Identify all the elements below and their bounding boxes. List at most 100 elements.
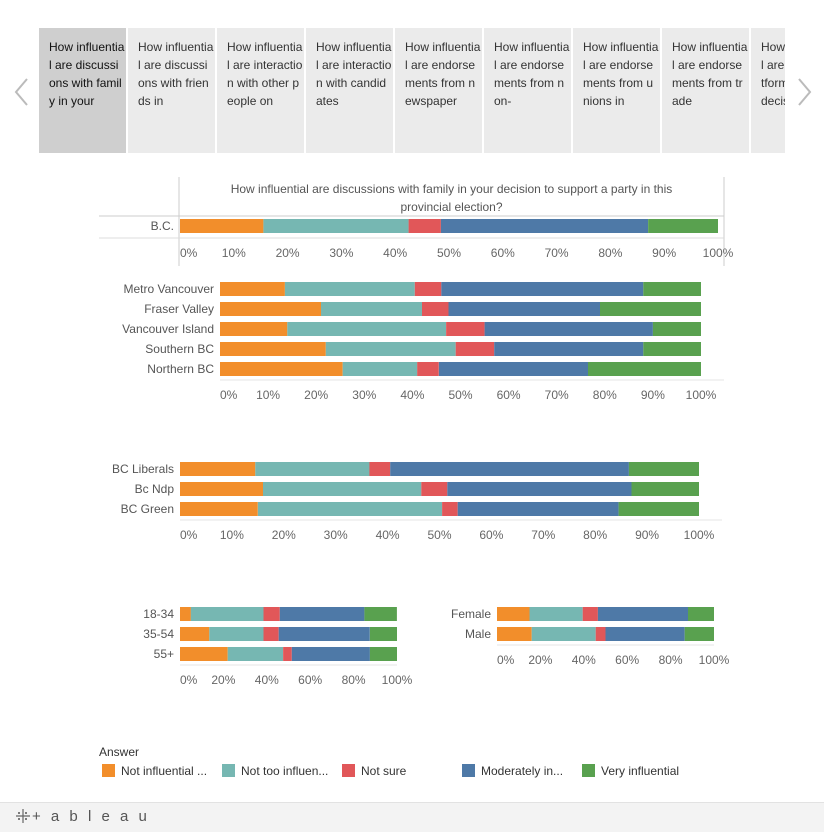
tab-question-7[interactable]: How influential are endorsements from un… xyxy=(573,28,660,153)
category-label: Female xyxy=(451,607,491,621)
legend-item-not-sure[interactable]: Not sure xyxy=(342,764,406,780)
tab-label: How influential are interaction with oth… xyxy=(227,40,303,108)
bar-segment xyxy=(447,482,632,496)
bar-segment xyxy=(582,607,598,621)
x-tick-label: 100% xyxy=(382,673,413,687)
tableau-logo[interactable]: + a b l e a u xyxy=(16,808,150,825)
legend-swatch xyxy=(222,764,235,777)
next-chevron-right-icon[interactable] xyxy=(794,75,814,109)
bar-segment xyxy=(631,482,699,496)
bar-segment xyxy=(455,342,495,356)
prev-chevron-left-icon[interactable] xyxy=(12,75,32,109)
footer-bar: + a b l e a u xyxy=(0,802,824,832)
bar-segment xyxy=(227,647,283,661)
legend-item-very-influential[interactable]: Very influential xyxy=(582,764,679,780)
bar-segment xyxy=(180,219,264,233)
bar-segment xyxy=(284,282,415,296)
bar-segment xyxy=(220,302,321,316)
bar-segment xyxy=(618,502,699,516)
bar-segment xyxy=(422,302,449,316)
bar-segment xyxy=(257,502,443,516)
bar-segment xyxy=(600,302,701,316)
bar-segment xyxy=(688,607,714,621)
x-tick-label: 60% xyxy=(497,388,521,402)
legend-label: Not sure xyxy=(361,764,407,778)
bar-segment xyxy=(605,627,685,641)
x-tick-label: 30% xyxy=(324,528,348,542)
chart-title: How influential are discussions with fam… xyxy=(231,182,673,196)
bar-segment xyxy=(180,462,256,476)
bar-segment xyxy=(369,462,391,476)
category-label: 55+ xyxy=(154,647,174,661)
bar-segment xyxy=(263,219,409,233)
x-tick-label: 0% xyxy=(180,246,198,260)
tab-question-4[interactable]: How influential are interaction with can… xyxy=(306,28,393,153)
x-tick-label: 40% xyxy=(400,388,424,402)
x-tick-label: 60% xyxy=(491,246,515,260)
bar-segment xyxy=(588,362,701,376)
legend-swatch xyxy=(102,764,115,777)
bar-segment xyxy=(494,342,644,356)
category-label: B.C. xyxy=(151,219,174,233)
tab-question-8[interactable]: How influential are endorsements from tr… xyxy=(662,28,749,153)
bar-segment xyxy=(369,647,397,661)
tab-label: How influential are endorsements from tr… xyxy=(672,40,748,108)
bar-segment xyxy=(440,219,648,233)
x-tick-label: 30% xyxy=(329,246,353,260)
bar-segment xyxy=(497,627,532,641)
bar-segment xyxy=(342,362,418,376)
x-tick-label: 100% xyxy=(686,388,717,402)
bar-segment xyxy=(180,607,191,621)
tab-label: How influential are interaction with can… xyxy=(316,40,392,108)
chart-title: provincial election? xyxy=(400,200,502,214)
bar-segment xyxy=(287,322,446,336)
x-tick-label: 10% xyxy=(222,246,246,260)
bar-segment xyxy=(209,627,264,641)
bar-segment xyxy=(279,607,365,621)
x-tick-label: 80% xyxy=(593,388,617,402)
tableau-mark-icon xyxy=(16,809,30,823)
x-tick-label: 80% xyxy=(583,528,607,542)
tab-question-6[interactable]: How influential are endorsements from no… xyxy=(484,28,571,153)
tab-question-9[interactable]: How influential are party platforms in y… xyxy=(751,28,785,153)
bar-segment xyxy=(484,322,653,336)
x-tick-label: 10% xyxy=(220,528,244,542)
x-tick-label: 20% xyxy=(528,653,552,667)
category-label: Vancouver Island xyxy=(122,322,214,336)
tab-label: How influential are endorsements from un… xyxy=(583,40,659,108)
x-tick-label: 70% xyxy=(531,528,555,542)
x-tick-label: 40% xyxy=(376,528,400,542)
bar-segment xyxy=(684,627,714,641)
legend-swatch xyxy=(342,764,355,777)
bar-segment xyxy=(278,627,370,641)
x-tick-label: 20% xyxy=(304,388,328,402)
bar-segment xyxy=(643,282,701,296)
x-tick-label: 10% xyxy=(256,388,280,402)
question-tabs: How influential are discussions with fam… xyxy=(39,28,785,153)
bar-segment xyxy=(291,647,370,661)
legend-item-not-influential[interactable]: Not influential ... xyxy=(102,764,207,780)
legend-label: Moderately in... xyxy=(481,764,564,778)
bar-segment xyxy=(497,607,530,621)
x-tick-label: 100% xyxy=(703,246,734,260)
tab-question-5[interactable]: How influential are endorsements from ne… xyxy=(395,28,482,153)
tab-question-1[interactable]: How influential are discussions with fam… xyxy=(39,28,126,153)
tab-question-2[interactable]: How influential are discussions with fri… xyxy=(128,28,215,153)
x-tick-label: 50% xyxy=(437,246,461,260)
category-label: Northern BC xyxy=(147,362,214,376)
x-tick-label: 80% xyxy=(659,653,683,667)
bar-segment xyxy=(364,607,397,621)
bar-segment xyxy=(220,322,288,336)
legend-item-not-too-influential[interactable]: Not too influen... xyxy=(222,764,328,780)
bar-segment xyxy=(597,607,688,621)
x-tick-label: 80% xyxy=(598,246,622,260)
x-tick-label: 90% xyxy=(641,388,665,402)
tab-question-3[interactable]: How influential are interaction with oth… xyxy=(217,28,304,153)
charts-canvas: How influential are discussions with fam… xyxy=(99,177,734,687)
x-tick-label: 30% xyxy=(352,388,376,402)
x-tick-label: 60% xyxy=(479,528,503,542)
bar-segment xyxy=(180,482,263,496)
bar-segment xyxy=(648,219,718,233)
legend-item-moderately-influential[interactable]: Moderately in... xyxy=(462,764,563,780)
bar-segment xyxy=(595,627,606,641)
